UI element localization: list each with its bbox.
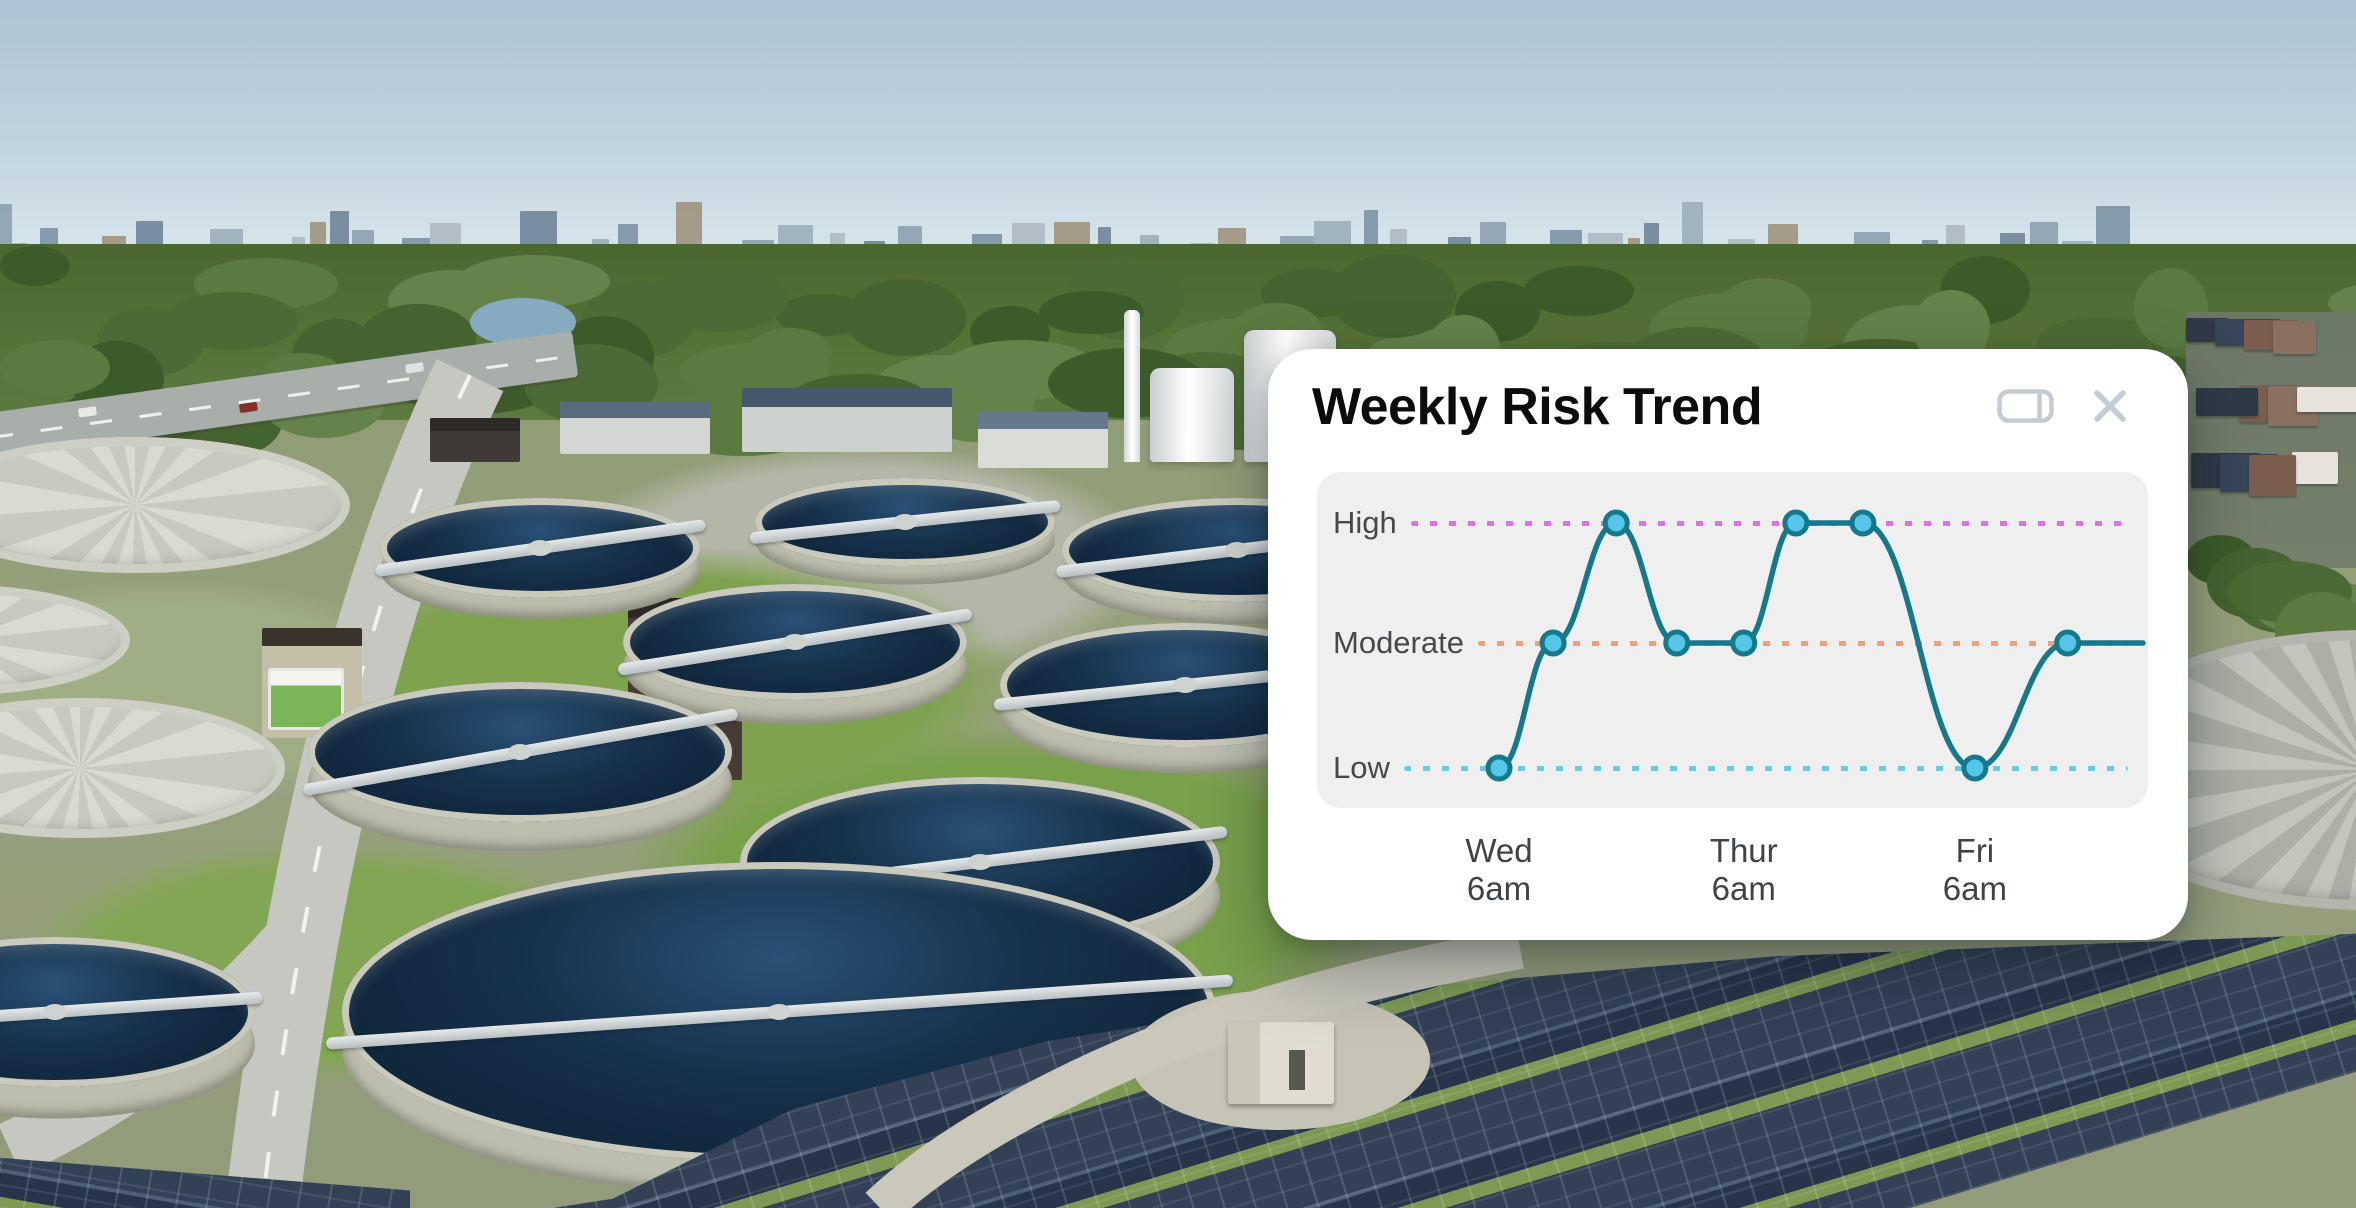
data-point-high xyxy=(1849,509,1877,537)
level-row-high: High xyxy=(1333,505,2128,541)
house xyxy=(2196,388,2258,416)
level-row-low: Low xyxy=(1333,750,2128,786)
clarifier-tank xyxy=(301,682,739,852)
card-header-icons xyxy=(1997,388,2128,424)
card-title: Weekly Risk Trend xyxy=(1312,378,1763,436)
chimney xyxy=(1124,310,1140,462)
data-point-low xyxy=(1485,754,1513,782)
house xyxy=(2297,387,2356,412)
tree xyxy=(1330,254,1456,338)
house xyxy=(2249,455,2296,496)
panel-layout-icon[interactable] xyxy=(1997,389,2054,423)
tree xyxy=(166,292,298,350)
data-point-moderate xyxy=(2054,629,2082,657)
x-tick-label: Wed 6am xyxy=(1465,832,1533,907)
plant-building xyxy=(560,402,710,454)
data-point-high xyxy=(1602,509,1630,537)
weekly-risk-trend-card: Weekly Risk Trend High Moderate Low Wed 6am… xyxy=(1268,349,2188,940)
house xyxy=(2273,321,2316,354)
data-point-moderate xyxy=(1663,629,1691,657)
clarifier-tank xyxy=(749,478,1061,585)
dotted-gridline xyxy=(1410,520,2128,526)
data-point-low xyxy=(1961,754,1989,782)
trend-line xyxy=(1496,520,2146,771)
tree xyxy=(651,267,788,332)
residential-area xyxy=(2186,312,2356,568)
clarifier-tank xyxy=(374,498,706,619)
data-point-high xyxy=(1782,509,1810,537)
storage-silo xyxy=(1150,368,1234,462)
y-axis-label: Moderate xyxy=(1333,625,1464,660)
card-header: Weekly Risk Trend xyxy=(1268,349,2188,436)
dotted-gridline xyxy=(1403,765,2128,771)
drying-bed-tank xyxy=(0,585,130,695)
tree xyxy=(1718,278,1812,340)
tree xyxy=(845,279,966,356)
plant-building xyxy=(430,418,520,462)
utility-shed xyxy=(1228,1022,1334,1104)
x-tick-label: Fri 6am xyxy=(1942,832,2007,907)
dotted-gridline xyxy=(1477,640,2128,646)
level-row-moderate: Moderate xyxy=(1333,625,2128,661)
risk-trend-chart: High Moderate Low xyxy=(1317,472,2148,808)
data-point-moderate xyxy=(1730,629,1758,657)
data-point-moderate xyxy=(1539,629,1567,657)
drying-bed-tank xyxy=(0,698,285,838)
tree xyxy=(748,328,832,376)
tree xyxy=(0,340,110,396)
plant-building xyxy=(742,388,952,452)
house xyxy=(2292,452,2338,484)
tree xyxy=(1524,266,1634,316)
trend-line-chart xyxy=(1485,509,2146,782)
y-axis-label: High xyxy=(1333,505,1397,540)
tree xyxy=(0,246,70,286)
y-axis-label: Low xyxy=(1333,750,1390,785)
x-tick-label: Thur 6am xyxy=(1709,832,1778,907)
drying-bed-tank xyxy=(0,437,350,573)
clarifier-tank xyxy=(617,584,973,725)
close-icon[interactable] xyxy=(2092,388,2128,424)
trees xyxy=(2186,535,2356,685)
plant-building xyxy=(978,412,1108,468)
